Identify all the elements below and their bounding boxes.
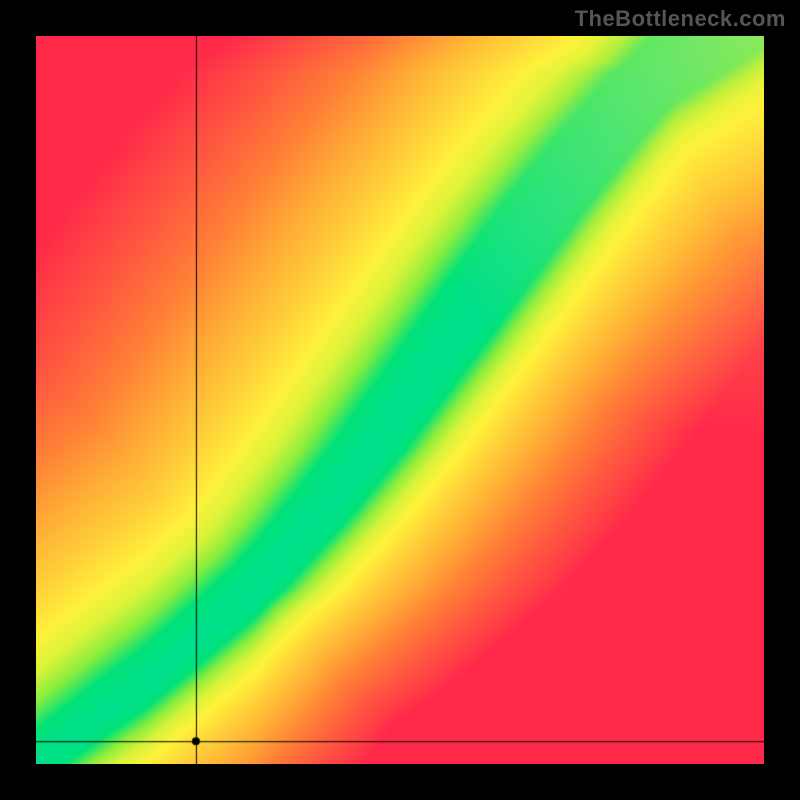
chart-container: TheBottleneck.com <box>0 0 800 800</box>
heatmap-plot <box>36 36 764 764</box>
watermark: TheBottleneck.com <box>575 6 786 32</box>
heatmap-canvas <box>36 36 764 764</box>
